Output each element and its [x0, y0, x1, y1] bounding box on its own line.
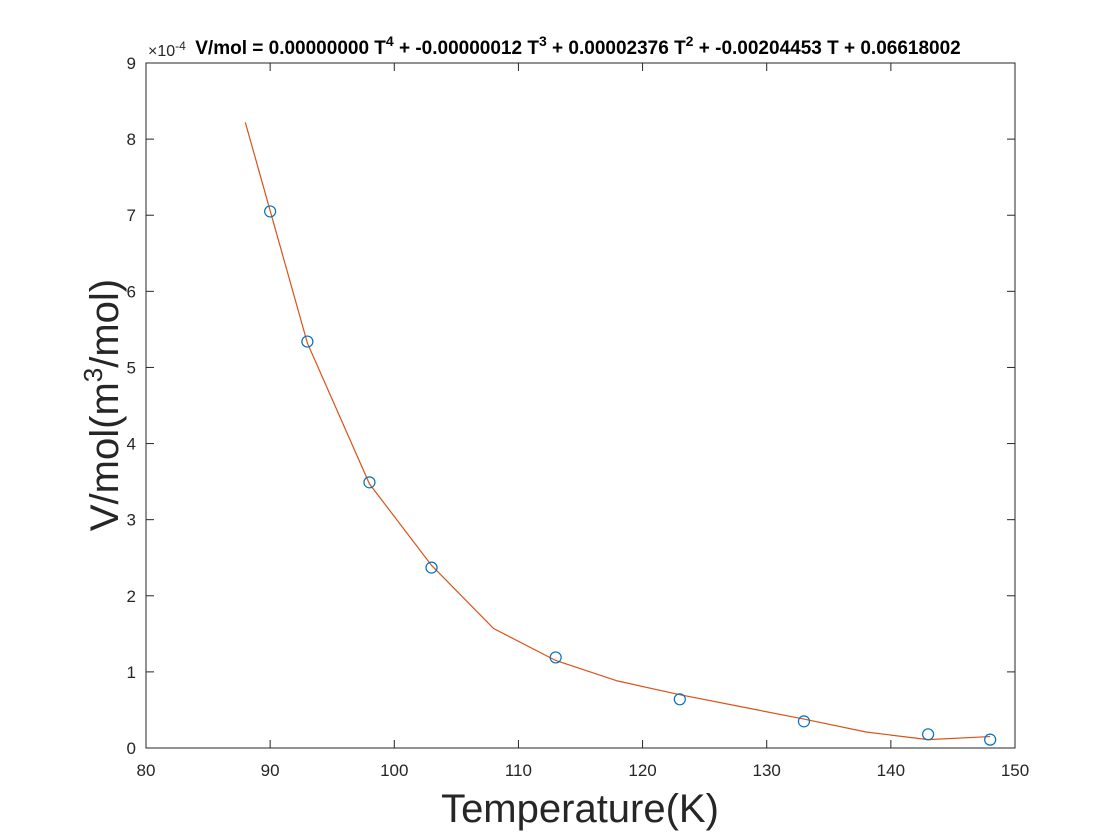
- x-tick-label: 130: [753, 761, 781, 780]
- x-tick-label: 100: [380, 761, 408, 780]
- x-axis-label: Temperature(K): [441, 787, 719, 831]
- y-tick-label: 8: [127, 130, 136, 149]
- text-segment: + -0.00000012 T: [394, 38, 540, 59]
- y-tick-label: 0: [127, 739, 136, 758]
- text-segment: /mol): [83, 279, 127, 368]
- y-axis-ticks: 0 1 2 3 4 5 6 7 8 9: [127, 54, 1015, 758]
- text-segment: + -0.00204453 T + 0.06618002: [693, 38, 960, 59]
- x-tick-label: 110: [505, 761, 532, 780]
- superscript: 2: [686, 33, 694, 49]
- data-point-marker: [549, 651, 562, 664]
- data-point-marker: [673, 693, 686, 706]
- superscript: 3: [78, 368, 108, 382]
- data-point-marker: [363, 476, 376, 489]
- x-tick-label: 90: [261, 761, 280, 780]
- data-point-marker: [797, 715, 811, 728]
- data-point-marker: [921, 728, 935, 741]
- axes-box: [145, 62, 1016, 749]
- y-tick-label: 9: [127, 54, 136, 73]
- y-tick-label: 3: [127, 511, 136, 530]
- y-axis-label: V/mol(m3/mol): [78, 279, 127, 531]
- data-point-marker: [425, 561, 438, 574]
- x-axis-ticks: 80 90 100 110 120 130 140 150: [137, 63, 1029, 780]
- plot-area: 80 90 100 110 120 130 140 150 0 1 2 3 4 5 6 7 8 9: [127, 54, 1030, 780]
- superscript: 4: [386, 33, 394, 49]
- superscript: -4: [175, 39, 186, 53]
- y-tick-label: 2: [127, 587, 136, 606]
- x-tick-label: 140: [877, 761, 905, 780]
- x-tick-label: 80: [137, 761, 156, 780]
- superscript: 3: [539, 33, 547, 49]
- series-layer: [244, 122, 997, 746]
- y-tick-label: 6: [127, 282, 136, 301]
- data-point-marker: [264, 205, 277, 218]
- y-tick-label: 4: [127, 435, 136, 454]
- text-segment: V/mol(m: [83, 382, 127, 531]
- y-tick-label: 5: [127, 358, 136, 377]
- y-axis-exponent: ×10-4: [148, 39, 186, 60]
- y-tick-label: 1: [127, 663, 136, 682]
- x-tick-label: 120: [628, 761, 656, 780]
- x-tick-label: 150: [1001, 761, 1029, 780]
- data-point-marker: [301, 335, 314, 348]
- text-segment: + 0.00002376 T: [547, 38, 686, 59]
- data-point-marker: [984, 733, 997, 746]
- text-segment: V/mol = 0.00000000 T: [195, 38, 386, 59]
- chart-title: V/mol = 0.00000000 T4 + -0.00000012 T3 +…: [195, 33, 961, 59]
- fit-curve-line: [244, 122, 991, 741]
- text-segment: ×10: [148, 43, 175, 60]
- y-tick-label: 7: [127, 206, 136, 225]
